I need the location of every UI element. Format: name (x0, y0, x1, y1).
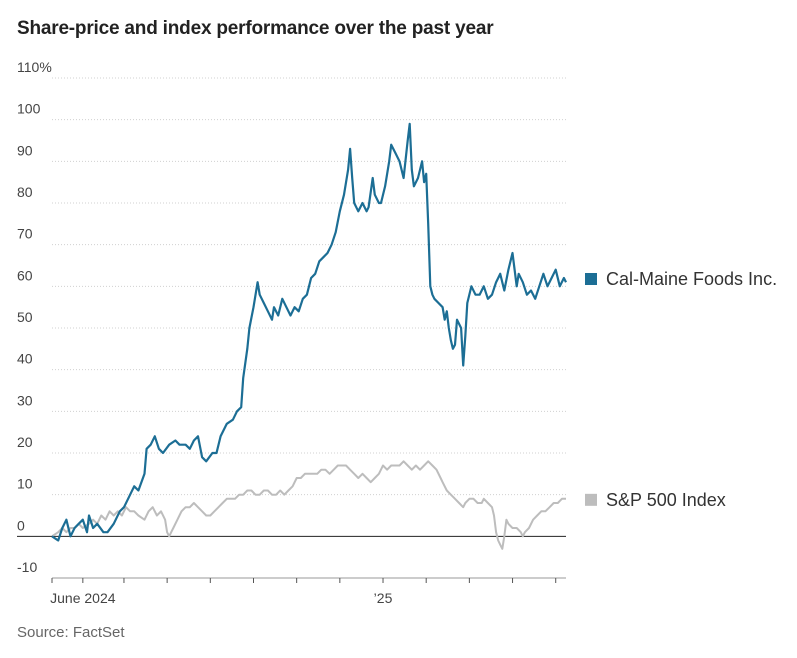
legend-swatch (585, 273, 597, 285)
y-tick-label: 80 (17, 184, 33, 200)
y-tick-label: -10 (17, 559, 37, 575)
y-tick-label: 0 (17, 517, 25, 533)
y-tick-label: 20 (17, 434, 33, 450)
series-lines (51, 122, 567, 550)
legend-swatch (585, 493, 597, 506)
y-tick-label: 10 (17, 476, 33, 492)
y-axis-ticks: -10 0 10 20 30 40 50 60 70 80 90 100 110% (17, 59, 52, 575)
gridlines (17, 77, 566, 579)
y-tick-label: 90 (17, 142, 33, 158)
chart-title: Share-price and index performance over t… (17, 18, 494, 39)
x-axis: June 2024 ’25 (50, 577, 566, 606)
y-tick-label: 30 (17, 392, 33, 408)
y-tick-label: 50 (17, 309, 33, 325)
series-line-sp500 (51, 460, 566, 550)
legend-label: S&P 500 Index (606, 490, 726, 510)
x-tick-label: ’25 (374, 590, 393, 606)
x-tick-label: June 2024 (50, 590, 116, 606)
series-line-cal-maine (51, 122, 567, 542)
y-tick-label: 70 (17, 226, 33, 242)
y-tick-label: 110% (17, 59, 52, 75)
y-tick-label: 40 (17, 351, 33, 367)
legend-label: Cal-Maine Foods Inc. (606, 269, 777, 289)
y-tick-label: 100 (17, 101, 41, 117)
source-note: Source: FactSet (17, 624, 125, 641)
legend: Cal-Maine Foods Inc. S&P 500 Index (585, 269, 777, 510)
y-tick-label: 60 (17, 267, 33, 283)
